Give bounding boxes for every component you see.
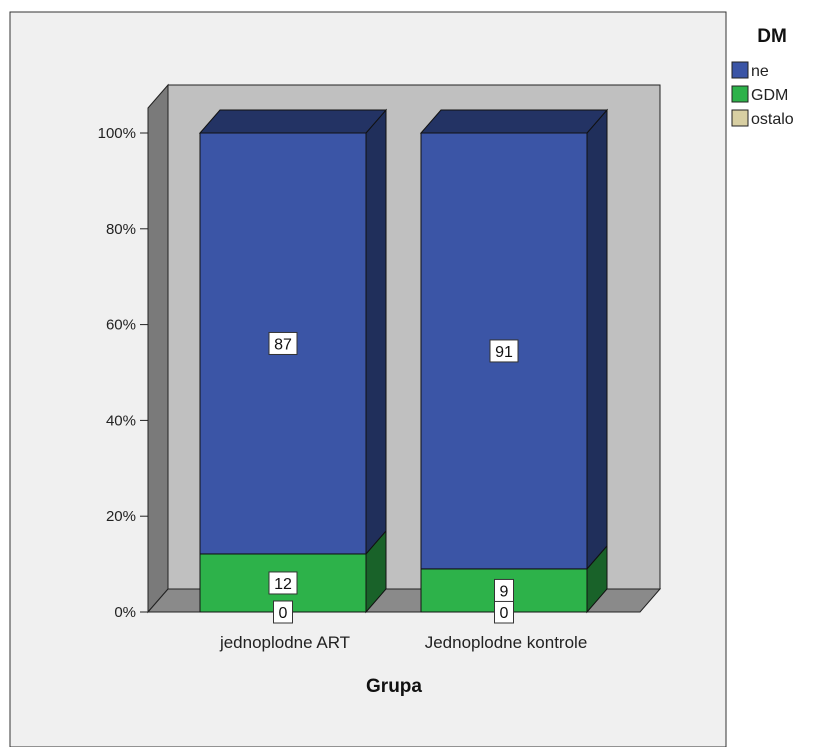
legend-swatch (731, 61, 749, 79)
data-label-box (494, 578, 514, 602)
bar-top (198, 109, 388, 134)
data-label: 91 (495, 344, 513, 361)
x-tick-label: jednoplodne ART (219, 633, 350, 652)
x-axis-title: Grupa (366, 676, 422, 697)
data-label: 87 (274, 336, 292, 353)
y-tick-label: 60% (106, 317, 136, 334)
data-label: 0 (279, 605, 288, 622)
data-label-box (268, 331, 298, 355)
y-tick-label: 80% (106, 221, 136, 238)
legend-label: ne (751, 63, 769, 80)
bar-top (419, 109, 609, 134)
data-labels: 0 12 87 0 9 91 (268, 331, 519, 624)
y-tick-label: 100% (98, 125, 136, 142)
x-axis: jednoplodne ART Jednoplodne kontrole (219, 633, 587, 652)
data-label: 0 (500, 605, 509, 622)
legend-swatch (731, 109, 749, 127)
data-label: 12 (274, 576, 292, 593)
y-tick-label: 0% (114, 604, 136, 621)
legend-label: ostalo (751, 111, 794, 128)
y-tick-label: 20% (106, 508, 136, 525)
data-label-box (489, 339, 519, 363)
x-tick-label: Jednoplodne kontrole (425, 633, 588, 652)
bar-side (365, 108, 387, 556)
legend-label: GDM (751, 87, 788, 104)
bar-side (586, 108, 608, 571)
legend-title: DM (757, 26, 787, 47)
data-label: 9 (500, 583, 509, 600)
side-wall (147, 83, 169, 614)
y-tick-label: 40% (106, 412, 136, 429)
data-label-box (273, 600, 293, 624)
legend-swatch (731, 85, 749, 103)
y-axis: 0% 20% 40% 60% 80% 100% (98, 123, 149, 621)
legend: DM ne GDM ostalo (731, 26, 794, 128)
data-label-box (268, 571, 298, 595)
